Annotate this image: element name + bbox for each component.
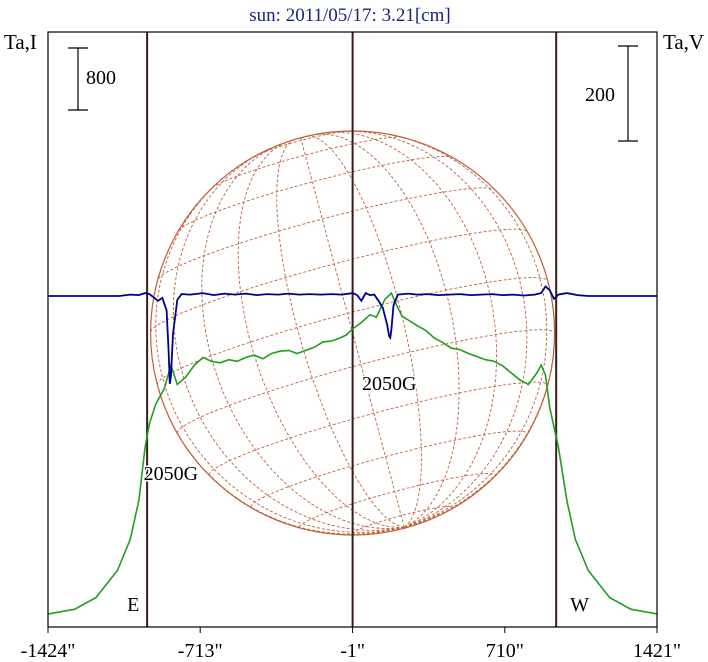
series-line-polarization xyxy=(48,285,657,385)
series-line-intensity xyxy=(47,291,658,615)
scale-bar-right-label: 200 xyxy=(585,84,615,106)
latitude-line xyxy=(157,187,495,280)
chart-title: sun: 2011/05/17: 3.21[cm] xyxy=(249,5,450,26)
longitude-line xyxy=(316,133,460,528)
latitude-line xyxy=(176,329,555,434)
x-tick-label: 710" xyxy=(486,640,524,662)
longitude-line xyxy=(336,130,528,528)
longitude-line xyxy=(404,280,555,528)
latitude-line xyxy=(250,430,528,508)
solar-disk-grid xyxy=(150,130,556,536)
scale-bar-left-label: 800 xyxy=(86,67,116,89)
left-axis-label: Ta,I xyxy=(4,30,37,54)
longitude-line xyxy=(381,132,548,528)
longitude-line xyxy=(155,173,405,533)
longitude-line xyxy=(237,142,405,528)
x-axis-ticks: -1424" -713" -1" 710" 1421" xyxy=(21,627,681,662)
annotation-label: 2050G xyxy=(362,373,416,395)
x-tick-label: -1424" xyxy=(21,640,76,662)
right-axis-label: Ta,V xyxy=(663,30,704,54)
limb-marker-label: E xyxy=(127,594,139,616)
longitude-line xyxy=(300,137,405,528)
annotation-label: 2050G xyxy=(144,463,198,485)
longitude-line xyxy=(305,135,422,528)
limb-marker-label: W xyxy=(570,594,589,616)
scale-bar-right: 200 xyxy=(585,45,638,142)
longitude-line xyxy=(201,144,405,530)
longitude-line xyxy=(276,138,405,528)
longitude-line xyxy=(322,131,498,528)
x-tick-label: -713" xyxy=(178,640,223,662)
x-tick-label: 1421" xyxy=(633,640,681,662)
latitude-line xyxy=(178,155,454,231)
scale-bar-left: 800 xyxy=(68,47,116,111)
annotations: 2050G 2050G xyxy=(142,372,418,487)
x-tick-label: -1" xyxy=(340,640,365,662)
longitude-line xyxy=(172,149,405,531)
